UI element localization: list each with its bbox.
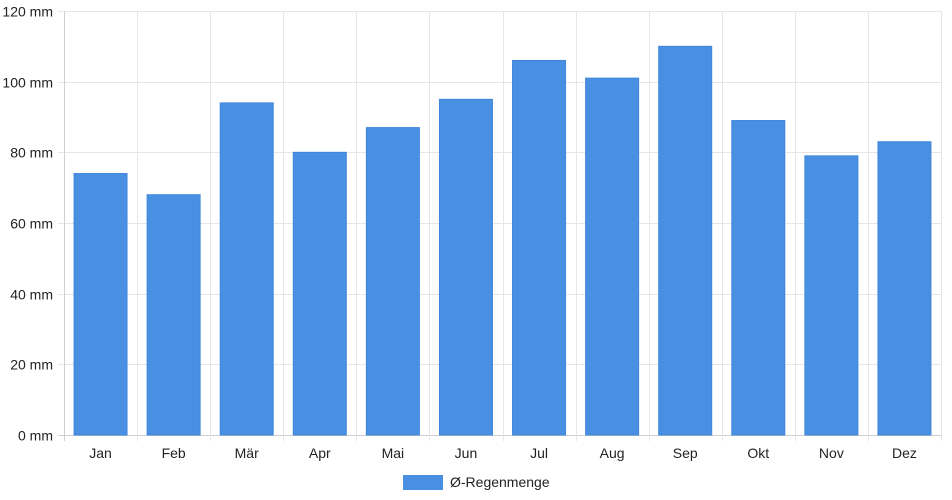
y-tick-label: 80 mm [10, 145, 53, 161]
legend-label[interactable]: Ø-Regenmenge [450, 474, 550, 490]
x-tick-label: Aug [600, 445, 625, 461]
y-tick-label: 60 mm [10, 216, 53, 232]
bar-jan[interactable] [73, 173, 128, 436]
x-tick-label: Apr [309, 445, 331, 461]
legend-swatch[interactable] [403, 475, 443, 490]
bar-jun[interactable] [438, 98, 493, 436]
x-tick-label: Jun [455, 445, 478, 461]
bar-sep[interactable] [658, 45, 713, 436]
bar-mär[interactable] [219, 102, 274, 436]
x-tick-label: Sep [673, 445, 698, 461]
y-tick-label: 20 mm [10, 357, 53, 373]
x-tick-label: Nov [819, 445, 844, 461]
y-tick-label: 100 mm [2, 75, 53, 91]
bar-okt[interactable] [731, 120, 786, 436]
bar-mai[interactable] [365, 127, 420, 436]
y-tick-label: 120 mm [2, 4, 53, 20]
y-tick-label: 0 mm [18, 428, 53, 444]
x-tick-label: Mai [382, 445, 405, 461]
x-tick-label: Jul [530, 445, 548, 461]
bar-jul[interactable] [512, 59, 567, 436]
x-tick-label: Feb [162, 445, 186, 461]
bar-nov[interactable] [804, 155, 859, 436]
bar-dez[interactable] [877, 141, 932, 436]
bar-apr[interactable] [292, 151, 347, 436]
x-tick-label: Okt [747, 445, 769, 461]
bar-feb[interactable] [146, 194, 201, 436]
x-axis: Jan Feb Mär Apr Mai Jun Jul Aug Sep Okt Nov Dez [89, 445, 917, 461]
bars [73, 45, 932, 436]
x-tick-label: Mär [235, 445, 259, 461]
grid-lines [58, 11, 942, 441]
y-axis: 0 mm 20 mm 40 mm 60 mm 80 mm 100 mm 120 mm [2, 4, 53, 444]
bar-aug[interactable] [585, 77, 640, 436]
x-tick-label: Jan [89, 445, 112, 461]
legend[interactable]: Ø-Regenmenge [403, 474, 550, 490]
y-tick-label: 40 mm [10, 287, 53, 303]
x-tick-label: Dez [892, 445, 917, 461]
